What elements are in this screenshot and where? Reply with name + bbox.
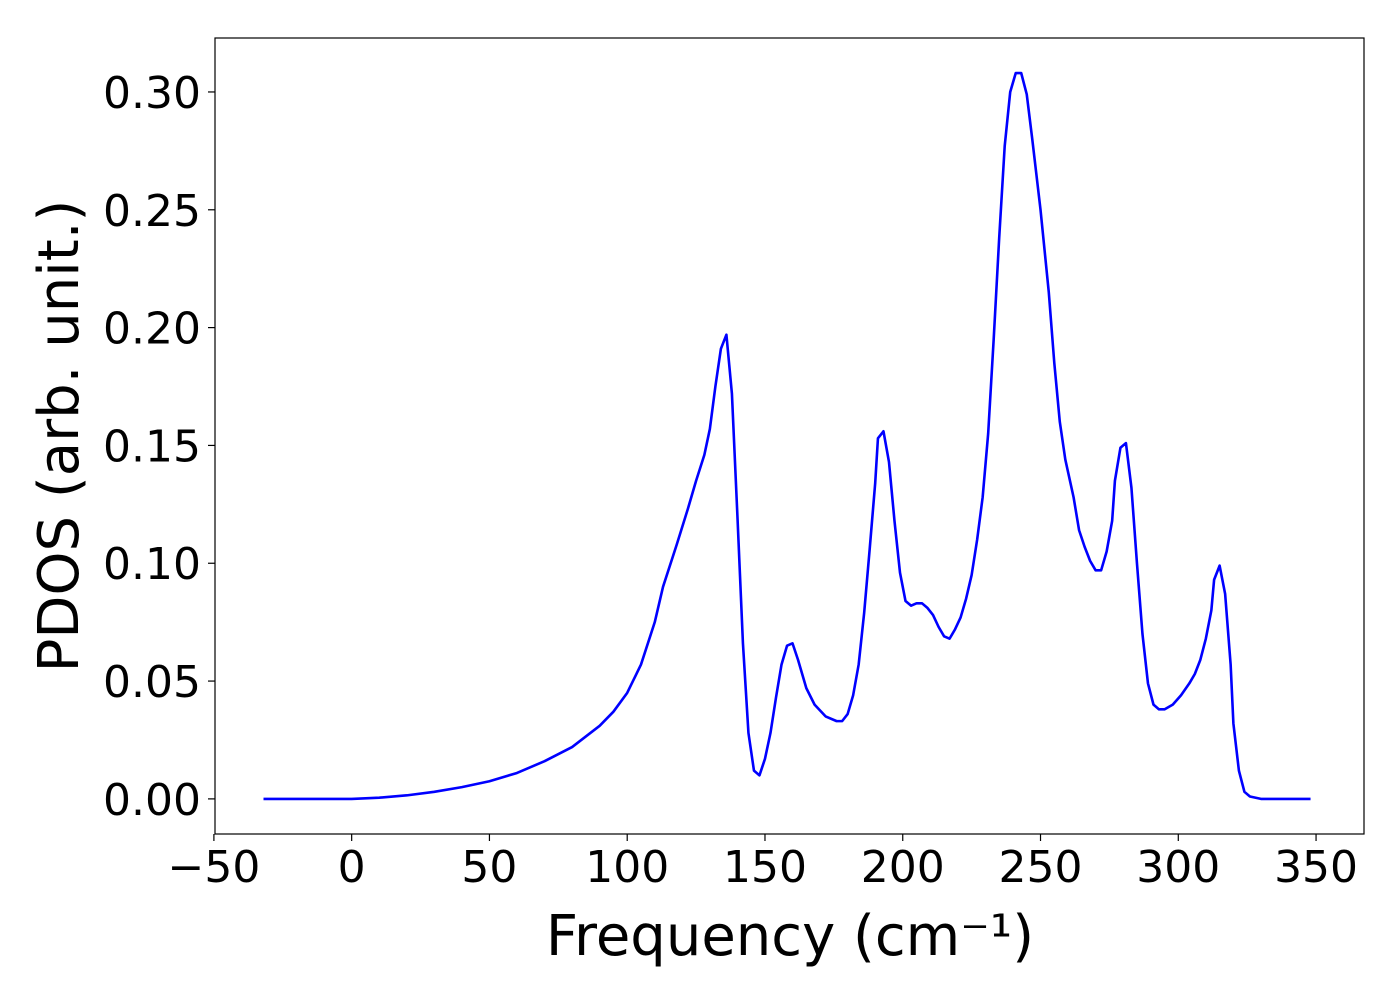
x-tick-label: 200 (861, 842, 945, 893)
y-tick-label: 0.10 (103, 539, 201, 590)
y-tick-label: 0.20 (103, 304, 201, 355)
x-tick-label: 50 (461, 842, 517, 893)
x-tick-label: 0 (338, 842, 366, 893)
x-axis-label: Frequency (cm⁻¹) (546, 904, 1034, 969)
x-tick-label: −50 (167, 842, 260, 893)
x-tick-label: 250 (999, 842, 1083, 893)
x-tick-label: 150 (723, 842, 807, 893)
x-tick-label: 300 (1136, 842, 1220, 893)
x-tick-label: 100 (585, 842, 669, 893)
y-tick-label: 0.30 (103, 68, 201, 119)
y-axis-label: PDOS (arb. unit.) (27, 200, 92, 673)
x-tick-label: 350 (1274, 842, 1358, 893)
plot-frame (214, 37, 1365, 835)
data-line (263, 71, 1311, 801)
y-tick-label: 0.15 (103, 421, 201, 472)
y-tick-label: 0.00 (103, 775, 201, 826)
y-tick-label: 0.25 (103, 186, 201, 237)
y-tick-label: 0.05 (103, 657, 201, 708)
